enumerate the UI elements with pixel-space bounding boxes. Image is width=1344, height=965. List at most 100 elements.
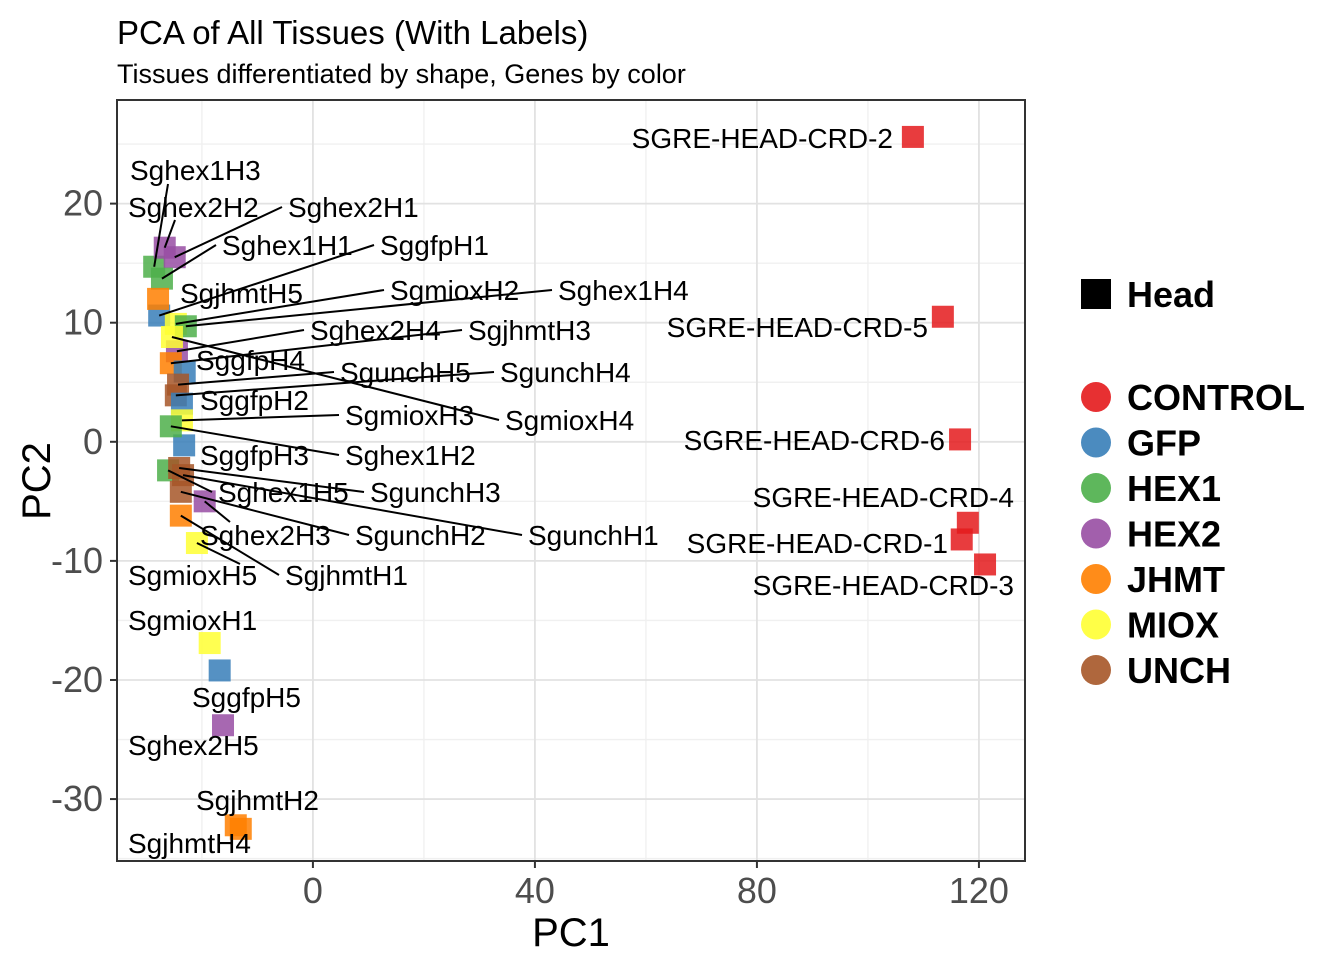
leader-line-Sghex1H3 [153,183,169,267]
point-label-Sghex1H5: Sghex1H5 [218,477,349,508]
data-point-SGRE-HEAD-CRD-1 [950,528,973,551]
data-point-SgjhmtH5 [147,287,170,310]
point-label-SGRE-HEAD-CRD-5: SGRE-HEAD-CRD-5 [667,312,928,343]
legend-key-jhmt [1081,564,1111,594]
legend-label-jhmt: JHMT [1127,559,1225,600]
point-label-SGRE-HEAD-CRD-6: SGRE-HEAD-CRD-6 [684,425,945,456]
data-point-SGRE-HEAD-CRD-4 [956,511,979,534]
point-label-Sghex2H1: Sghex2H1 [288,192,419,223]
x-tick-label: 0 [303,870,323,911]
data-point-SGRE-HEAD-CRD-3 [974,553,997,576]
point-label-SgjhmtH1: SgjhmtH1 [285,560,408,591]
legend-key-gfp [1081,427,1111,458]
point-label-SgmioxH3: SgmioxH3 [345,400,474,431]
chart-title: PCA of All Tissues (With Labels) [117,14,588,51]
y-tick-label: 20 [63,183,103,224]
x-tick-label: 80 [737,870,777,911]
point-label-Sghex2H2: Sghex2H2 [128,192,259,223]
point-label-SgmioxH5: SgmioxH5 [128,560,257,591]
point-label-SgunchH2: SgunchH2 [355,520,486,551]
point-label-SgjhmtH4: SgjhmtH4 [128,828,251,859]
legend-key-hex2 [1081,518,1111,549]
legend-label-hex2: HEX2 [1127,514,1221,555]
point-label-SgunchH5: SgunchH5 [340,357,471,388]
data-point-SggfpH5 [208,659,231,682]
leader-line-SgmioxH5 [196,542,241,565]
point-label-Sghex2H5: Sghex2H5 [128,730,259,761]
point-label-SgmioxH1: SgmioxH1 [128,605,257,636]
point-label-Sghex1H1: Sghex1H1 [222,230,353,261]
leader-line-SgmioxH3 [181,414,340,422]
point-label-SgmioxH2: SgmioxH2 [390,275,519,306]
data-point-SgjhmtH4 [229,817,252,840]
data-point-Sghex2H5 [212,714,235,737]
data-point-SGRE-HEAD-CRD-2 [901,125,924,148]
data-point-SgjhmtH1 [169,504,192,527]
chart-subtitle: Tissues differentiated by shape, Genes b… [117,59,686,89]
leader-line-Sghex1H2 [170,425,340,456]
point-label-SgunchH1: SgunchH1 [528,520,659,551]
leader-line-SgjhmtH3 [170,329,463,365]
data-point-SggfpH2 [170,392,193,415]
data-point-SGRE-HEAD-CRD-5 [931,305,954,328]
leader-line-Sghex1H4 [185,289,553,328]
legend-label-gfp: GFP [1127,423,1201,464]
x-axis-title: PC1 [532,911,610,955]
leader-line-SgunchH3 [179,467,365,493]
y-tick-label: -20 [51,659,103,700]
x-tick-label: 120 [949,870,1009,911]
point-label-SggfpH4: SggfpH4 [196,345,305,376]
point-label-SGRE-HEAD-CRD-3: SGRE-HEAD-CRD-3 [753,570,1014,601]
legend-label-unch: UNCH [1127,650,1231,691]
legend-label-hex1: HEX1 [1127,468,1221,509]
leader-line-Sghex2H4 [176,329,305,353]
leader-line-SgjhmtH1 [180,514,280,576]
legend-label-head: Head [1127,274,1215,315]
point-label-SgunchH3: SgunchH3 [370,477,501,508]
leader-line-SgunchH4 [175,371,495,397]
leader-line-SgunchH1 [182,474,523,536]
point-label-SggfpH1: SggfpH1 [380,230,489,261]
point-label-SggfpH2: SggfpH2 [200,385,309,416]
legend-key-hex1 [1081,473,1111,503]
legend-label-miox: MIOX [1127,605,1219,646]
leader-line-Sghex2H3 [204,500,231,523]
legend-label-control: CONTROL [1127,377,1305,418]
leader-line-Sghex2H2 [163,219,176,249]
legend-key-head [1081,279,1111,309]
y-tick-label: -10 [51,540,103,581]
point-label-Sghex1H4: Sghex1H4 [558,275,689,306]
point-label-SgjhmtH5: SgjhmtH5 [180,278,303,309]
legend-key-miox [1081,609,1111,640]
point-label-SGRE-HEAD-CRD-2: SGRE-HEAD-CRD-2 [632,123,893,154]
y-axis-title: PC2 [15,442,59,520]
leader-line-SgunchH2 [180,490,350,536]
point-label-SGRE-HEAD-CRD-1: SGRE-HEAD-CRD-1 [687,528,948,559]
point-label-SggfpH3: SggfpH3 [200,440,309,471]
leader-line-SgmioxH4 [171,336,500,421]
leader-line-Sghex1H1 [161,244,217,280]
point-label-SggfpH5: SggfpH5 [192,682,301,713]
point-label-SgmioxH4: SgmioxH4 [505,405,634,436]
point-label-SgunchH4: SgunchH4 [500,357,631,388]
point-label-SgjhmtH2: SgjhmtH2 [196,785,319,816]
leader-line-SggfpH1 [158,244,375,317]
point-label-Sghex1H3: Sghex1H3 [130,155,261,186]
y-tick-label: -30 [51,778,103,819]
point-label-Sghex1H2: Sghex1H2 [345,440,476,471]
legend-key-control [1081,382,1111,412]
leader-line-SgmioxH2 [175,289,385,325]
leader-line-Sghex1H5 [167,469,213,493]
plot-panel: Sghex1H3 Sghex2H2 Sghex2H1 Sghex1H1 SggfpH1 S… [51,99,1026,911]
data-point-SggfpH3 [173,434,196,457]
point-label-Sghex2H3: Sghex2H3 [200,520,331,551]
point-label-Sghex2H4: Sghex2H4 [310,315,441,346]
point-label-SgjhmtH3: SgjhmtH3 [468,315,591,346]
leader-line-Sghex2H1 [174,206,283,259]
data-point-SgmioxH1 [198,632,221,655]
leader-line-SgunchH5 [177,371,335,386]
data-point-SGRE-HEAD-CRD-6 [949,428,972,451]
panel-border [116,99,1026,862]
